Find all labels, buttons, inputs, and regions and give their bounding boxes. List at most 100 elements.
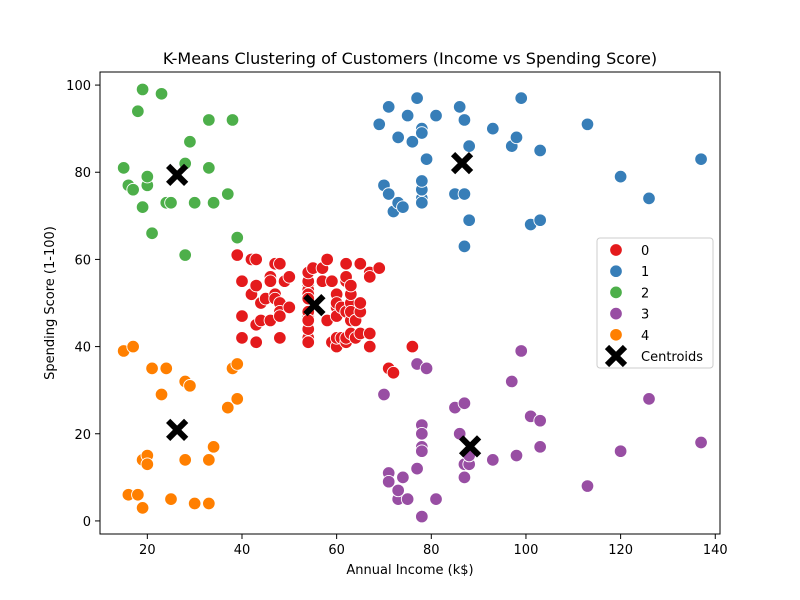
x-tick-label: 20 [139, 543, 156, 558]
x-tick-label: 80 [423, 543, 440, 558]
data-point [140, 457, 155, 472]
data-point [140, 169, 155, 184]
data-point [429, 108, 443, 123]
legend-item-centroids: Centroids [604, 344, 703, 368]
data-point [415, 126, 429, 140]
data-point [353, 257, 368, 271]
data-point [486, 121, 500, 136]
data-point [415, 196, 429, 210]
data-point [462, 213, 476, 227]
x-tick-label: 60 [328, 543, 345, 558]
data-point [353, 296, 368, 310]
y-tick-label: 80 [74, 166, 91, 181]
data-point [372, 117, 386, 132]
data-point [457, 187, 472, 201]
data-point [462, 139, 476, 153]
data-point [391, 130, 405, 145]
data-point [405, 134, 420, 149]
data-point [178, 248, 192, 262]
data-point [514, 344, 528, 358]
legend-marker [609, 306, 623, 321]
data-point [509, 130, 524, 145]
data-point [457, 113, 472, 127]
data-point [135, 501, 150, 515]
data-point [263, 274, 278, 288]
data-point [377, 387, 391, 402]
data-point [230, 230, 245, 245]
data-point [202, 453, 216, 467]
data-point [372, 261, 386, 275]
data-point [301, 335, 315, 349]
series-4 [116, 339, 245, 515]
data-point [116, 161, 131, 175]
data-point [282, 270, 297, 284]
data-point [273, 309, 287, 323]
legend-label: Centroids [641, 350, 703, 365]
series-3 [377, 344, 708, 524]
data-point [206, 440, 221, 454]
data-point [282, 300, 297, 315]
data-point [273, 257, 287, 271]
legend: 0 1 2 3 4 Centroids [596, 237, 714, 369]
legend-marker [609, 264, 623, 278]
centroid-marker [458, 435, 482, 458]
legend-label: 4 [641, 329, 649, 344]
data-point [505, 374, 519, 389]
series-1 [372, 91, 708, 254]
data-point [509, 448, 524, 463]
data-point [396, 200, 410, 214]
series-0 [230, 248, 420, 380]
y-tick-label: 100 [66, 79, 91, 94]
series-2 [116, 82, 245, 262]
data-point [202, 161, 216, 175]
data-point [415, 509, 429, 524]
legend-item-4: 4 [609, 328, 649, 344]
data-point [363, 339, 377, 354]
centroid-marker [166, 418, 189, 441]
data-point [400, 492, 415, 506]
legend-marker [609, 328, 623, 342]
data-point [126, 182, 140, 197]
data-point [187, 196, 202, 210]
data-point [386, 365, 401, 380]
data-point [613, 444, 628, 458]
y-tick-label: 40 [74, 341, 91, 356]
x-tick-label: 100 [514, 543, 539, 558]
data-point [221, 400, 235, 415]
data-point [145, 226, 159, 241]
data-point [363, 326, 377, 341]
x-tick-label: 120 [608, 543, 633, 558]
data-point [381, 100, 396, 114]
legend-item-1: 1 [609, 264, 649, 280]
data-point [642, 392, 656, 406]
data-point [202, 113, 216, 127]
legend-marker [609, 243, 623, 257]
centroid-marker [166, 163, 189, 186]
legend-marker [609, 285, 623, 300]
x-tick-label: 40 [234, 543, 251, 558]
data-point [381, 187, 396, 201]
data-point [154, 87, 169, 101]
data-point [164, 196, 178, 210]
data-point [580, 479, 595, 493]
data-point [533, 213, 547, 227]
data-point [410, 461, 424, 476]
legend-label: 2 [641, 286, 649, 301]
chart-title: K-Means Clustering of Customers (Income … [163, 49, 657, 68]
data-point [400, 108, 415, 123]
data-point [381, 474, 396, 489]
data-point [145, 361, 159, 376]
data-point [183, 134, 197, 149]
data-point [131, 488, 145, 502]
data-point [642, 191, 656, 206]
legend-label: 1 [641, 265, 649, 280]
data-point [533, 440, 547, 454]
data-point [154, 387, 169, 402]
data-point [135, 82, 150, 97]
data-point [273, 331, 287, 345]
x-tick-label: 140 [703, 543, 728, 558]
data-point [301, 313, 315, 328]
data-point [325, 274, 339, 288]
data-point [249, 278, 263, 293]
data-point [419, 152, 434, 166]
